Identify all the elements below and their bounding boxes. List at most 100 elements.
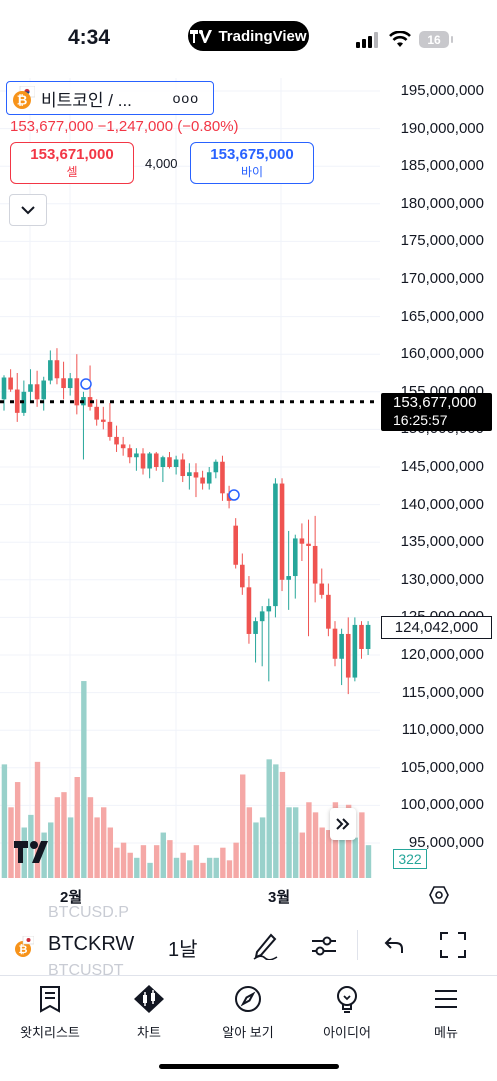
candle-body bbox=[153, 453, 159, 467]
candle-body bbox=[266, 606, 272, 612]
candle-body bbox=[34, 384, 40, 400]
price-axis-label: 175,000,000 bbox=[400, 232, 484, 250]
price-axis-label: 185,000,000 bbox=[400, 157, 484, 175]
tab-ideas[interactable]: 아이디어 bbox=[297, 985, 397, 1041]
candle-body bbox=[1, 377, 7, 400]
volume-bar bbox=[200, 862, 206, 878]
volume-bar bbox=[365, 845, 372, 878]
watchlist-icon bbox=[40, 986, 60, 1013]
tab-chart[interactable]: 차트 bbox=[99, 985, 199, 1041]
candle-body bbox=[279, 483, 285, 580]
status-time: 4:34 bbox=[68, 26, 111, 49]
candle-body bbox=[180, 459, 186, 477]
volume-bar bbox=[120, 842, 127, 878]
candle-body bbox=[173, 459, 179, 467]
candle-body bbox=[220, 461, 225, 494]
volume-bar bbox=[220, 847, 226, 878]
candle-body bbox=[345, 633, 351, 678]
candle-body bbox=[332, 628, 338, 659]
tradingview-watermark-icon bbox=[14, 841, 48, 863]
volume-bar bbox=[127, 852, 133, 878]
undo-icon[interactable] bbox=[383, 935, 405, 955]
volume-bar bbox=[107, 827, 114, 878]
event-marker-1[interactable] bbox=[80, 378, 92, 390]
tab-watchlist[interactable]: 왓치리스트 bbox=[0, 985, 100, 1041]
buy-label: 바이 bbox=[240, 165, 264, 179]
volume-bar bbox=[359, 812, 365, 878]
price-axis-label: 180,000,000 bbox=[400, 194, 484, 212]
volume-bar bbox=[266, 759, 272, 878]
price-axis-label: 110,000,000 bbox=[401, 721, 484, 739]
bottom-tab-bar: 왓치리스트 차트 알아 보기 아이디어 메뉴 bbox=[0, 975, 497, 1081]
buy-price: 153,675,000 bbox=[210, 146, 294, 163]
sell-button[interactable]: 153,671,000 셀 bbox=[10, 142, 134, 184]
candle-body bbox=[67, 378, 73, 389]
tradingview-logo-icon bbox=[190, 29, 213, 43]
candle-body bbox=[326, 594, 331, 629]
candle-body bbox=[246, 587, 252, 634]
tradingview-pill-label: TradingView bbox=[218, 27, 307, 45]
candle-body bbox=[286, 576, 291, 580]
volume-bar bbox=[312, 812, 319, 878]
double-chevron-right-icon bbox=[336, 818, 350, 830]
volume-bar bbox=[34, 761, 41, 878]
symbol-name: 비트코인 / ... bbox=[41, 90, 132, 110]
volume-bar bbox=[21, 827, 27, 878]
volume-bar bbox=[94, 817, 100, 878]
buy-button[interactable]: 153,675,000 바이 bbox=[190, 142, 314, 184]
signal-icon bbox=[356, 32, 378, 48]
volume-bar bbox=[48, 822, 54, 878]
more-icon[interactable]: ooo bbox=[172, 90, 199, 106]
price-chart[interactable] bbox=[0, 78, 497, 908]
volume-bar bbox=[167, 840, 173, 878]
toolbar-divider bbox=[357, 930, 358, 960]
candle-body bbox=[240, 564, 245, 588]
volume-bar bbox=[41, 832, 47, 878]
menu-icon bbox=[435, 990, 457, 1008]
collapse-button[interactable] bbox=[9, 194, 47, 226]
spread-value: 4,000 bbox=[145, 156, 178, 171]
wifi-icon bbox=[389, 31, 411, 47]
ghost-symbol-below: BTCUSDT bbox=[48, 962, 124, 979]
tab-explore[interactable]: 알아 보기 bbox=[198, 985, 298, 1041]
price-axis-label: 105,000,000 bbox=[400, 758, 484, 776]
candle-body bbox=[41, 380, 47, 400]
drawing-pen-icon[interactable] bbox=[251, 930, 279, 960]
volume-bar bbox=[74, 777, 80, 878]
candle-body bbox=[306, 543, 311, 546]
chart-settings-icon[interactable] bbox=[429, 885, 449, 905]
candle-body bbox=[299, 538, 305, 544]
event-marker-2[interactable] bbox=[228, 489, 240, 501]
volume-bar bbox=[332, 802, 339, 878]
bar-countdown: 16:25:57 bbox=[393, 412, 448, 428]
candle-body bbox=[359, 624, 364, 649]
scroll-to-realtime-button[interactable] bbox=[330, 808, 356, 840]
volume-bar bbox=[160, 832, 166, 878]
fullscreen-icon[interactable] bbox=[440, 932, 466, 958]
price-axis-label: 145,000,000 bbox=[400, 458, 484, 475]
price-axis-label: 190,000,000 bbox=[400, 119, 484, 137]
candle-body bbox=[213, 461, 219, 473]
interval-button[interactable]: 1날 bbox=[168, 939, 198, 961]
symbol-search-box[interactable]: ₿ 비트코인 / ... ooo bbox=[6, 81, 214, 115]
volume-bar bbox=[306, 802, 312, 878]
quote-line: 153,677,000 −1,247,000 (−0.80%) bbox=[10, 118, 239, 135]
candle-body bbox=[233, 525, 238, 565]
volume-bar bbox=[259, 817, 266, 878]
home-indicator bbox=[159, 1064, 339, 1069]
price-axis-label: 135,000,000 bbox=[400, 533, 484, 551]
volume-bar bbox=[299, 832, 305, 878]
volume-bar bbox=[286, 807, 292, 878]
volume-bar bbox=[14, 782, 21, 878]
ticker-button[interactable]: BTCKRW bbox=[48, 933, 135, 955]
volume-bar bbox=[114, 847, 120, 878]
indicators-icon[interactable] bbox=[310, 933, 338, 959]
volume-bar bbox=[54, 797, 61, 878]
price-axis-label: 95,000,000 bbox=[408, 834, 484, 851]
tab-menu[interactable]: 메뉴 bbox=[396, 985, 496, 1041]
volume-bar bbox=[140, 845, 147, 878]
candle-body bbox=[127, 448, 133, 458]
battery-indicator: 16 bbox=[419, 31, 449, 48]
candle-body bbox=[94, 406, 99, 420]
volume-bar bbox=[81, 681, 87, 878]
